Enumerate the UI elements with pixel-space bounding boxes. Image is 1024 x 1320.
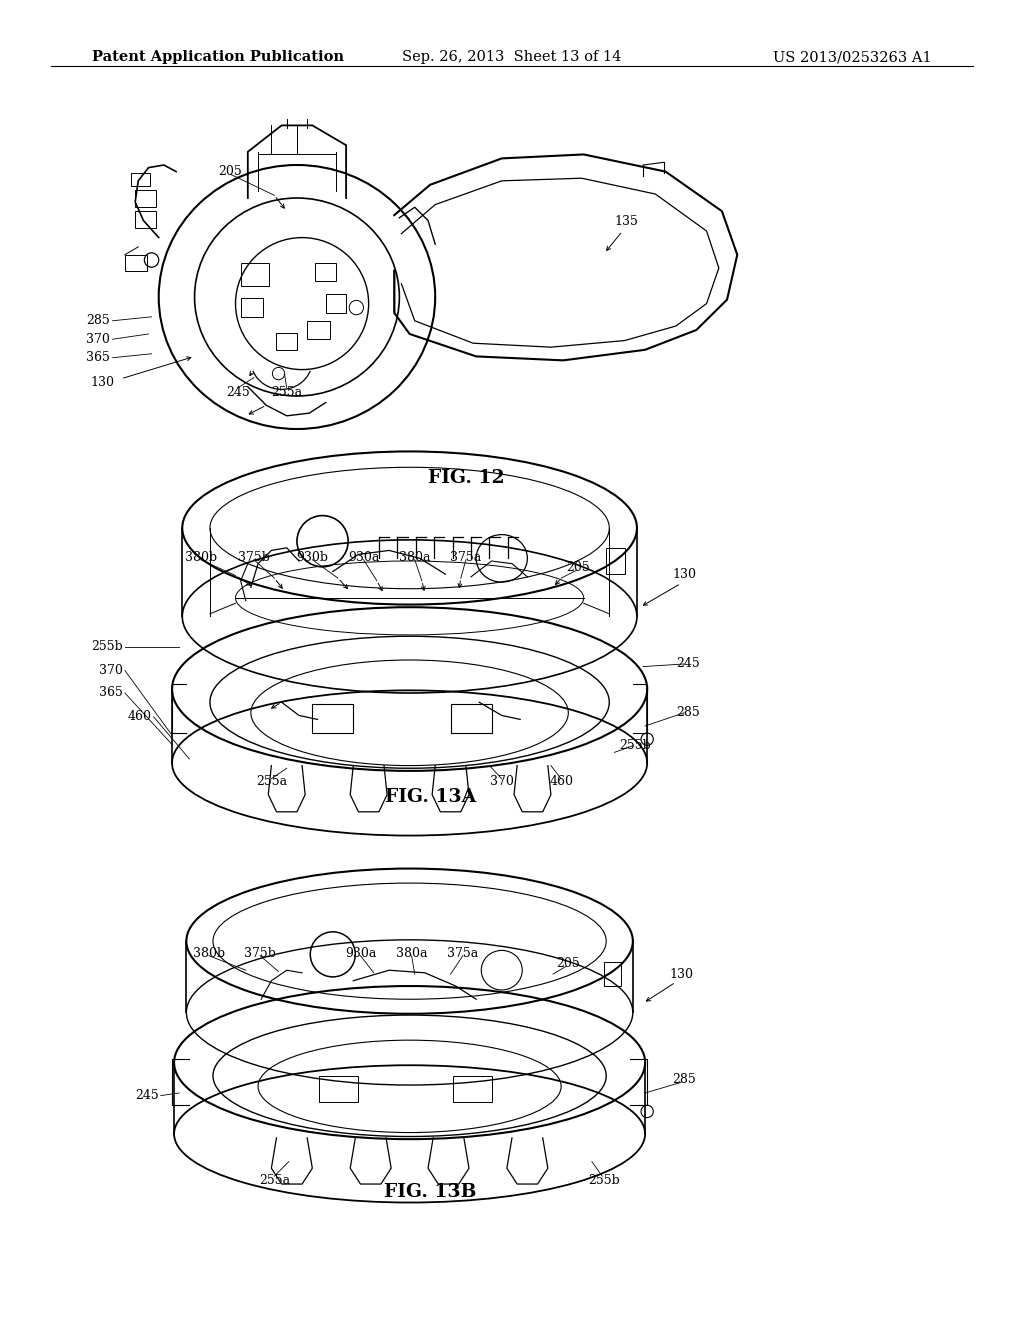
Bar	[606, 548, 625, 574]
Text: 205: 205	[556, 957, 581, 970]
Text: FIG. 12: FIG. 12	[428, 469, 504, 487]
Text: US 2013/0253263 A1: US 2013/0253263 A1	[773, 50, 932, 65]
Text: 375b: 375b	[238, 550, 270, 564]
Text: 285: 285	[672, 1073, 696, 1086]
Text: 380a: 380a	[399, 550, 430, 564]
Bar	[131, 173, 150, 186]
Text: 375b: 375b	[244, 946, 276, 960]
Text: 365: 365	[99, 686, 123, 700]
Text: 380b: 380b	[193, 946, 225, 960]
Text: Sep. 26, 2013  Sheet 13 of 14: Sep. 26, 2013 Sheet 13 of 14	[402, 50, 622, 65]
Bar	[604, 962, 621, 986]
Bar	[326, 294, 346, 313]
Text: 130: 130	[91, 376, 115, 389]
Text: 130: 130	[672, 568, 696, 581]
Text: 285: 285	[676, 706, 700, 719]
Bar	[135, 190, 156, 207]
Text: 255b: 255b	[91, 640, 123, 653]
Bar	[319, 1076, 358, 1102]
Bar	[307, 321, 330, 339]
Bar	[241, 298, 263, 317]
Text: 245: 245	[225, 385, 250, 399]
Text: 245: 245	[676, 657, 700, 671]
Text: 205: 205	[218, 165, 243, 178]
Text: 460: 460	[128, 710, 152, 723]
Text: 930a: 930a	[345, 946, 376, 960]
Bar	[241, 263, 269, 286]
Text: 135: 135	[614, 215, 639, 228]
Bar	[312, 704, 353, 733]
Text: 255b: 255b	[588, 1173, 621, 1187]
Text: 255a: 255a	[256, 775, 287, 788]
Text: 380a: 380a	[396, 946, 427, 960]
Text: 930a: 930a	[348, 550, 379, 564]
Text: 370: 370	[99, 664, 123, 677]
Text: 245: 245	[135, 1089, 159, 1102]
Text: 255b: 255b	[618, 739, 651, 752]
Text: FIG. 13B: FIG. 13B	[384, 1183, 476, 1201]
Text: 370: 370	[86, 333, 110, 346]
Bar	[453, 1076, 492, 1102]
Bar	[276, 333, 297, 350]
Text: 375a: 375a	[451, 550, 481, 564]
Text: 460: 460	[549, 775, 573, 788]
Bar	[135, 211, 156, 228]
Text: 255a: 255a	[271, 385, 302, 399]
Text: 205: 205	[566, 561, 591, 574]
Text: FIG. 13A: FIG. 13A	[385, 788, 475, 807]
Text: 375a: 375a	[447, 946, 478, 960]
Text: 380b: 380b	[184, 550, 217, 564]
Text: Patent Application Publication: Patent Application Publication	[92, 50, 344, 65]
Text: 365: 365	[86, 351, 110, 364]
Text: 285: 285	[86, 314, 110, 327]
Bar	[315, 263, 336, 281]
Text: 370: 370	[489, 775, 514, 788]
Text: 930b: 930b	[296, 550, 329, 564]
Text: 130: 130	[669, 968, 693, 981]
Text: 255a: 255a	[259, 1173, 290, 1187]
Bar	[451, 704, 492, 733]
Bar	[125, 255, 147, 271]
